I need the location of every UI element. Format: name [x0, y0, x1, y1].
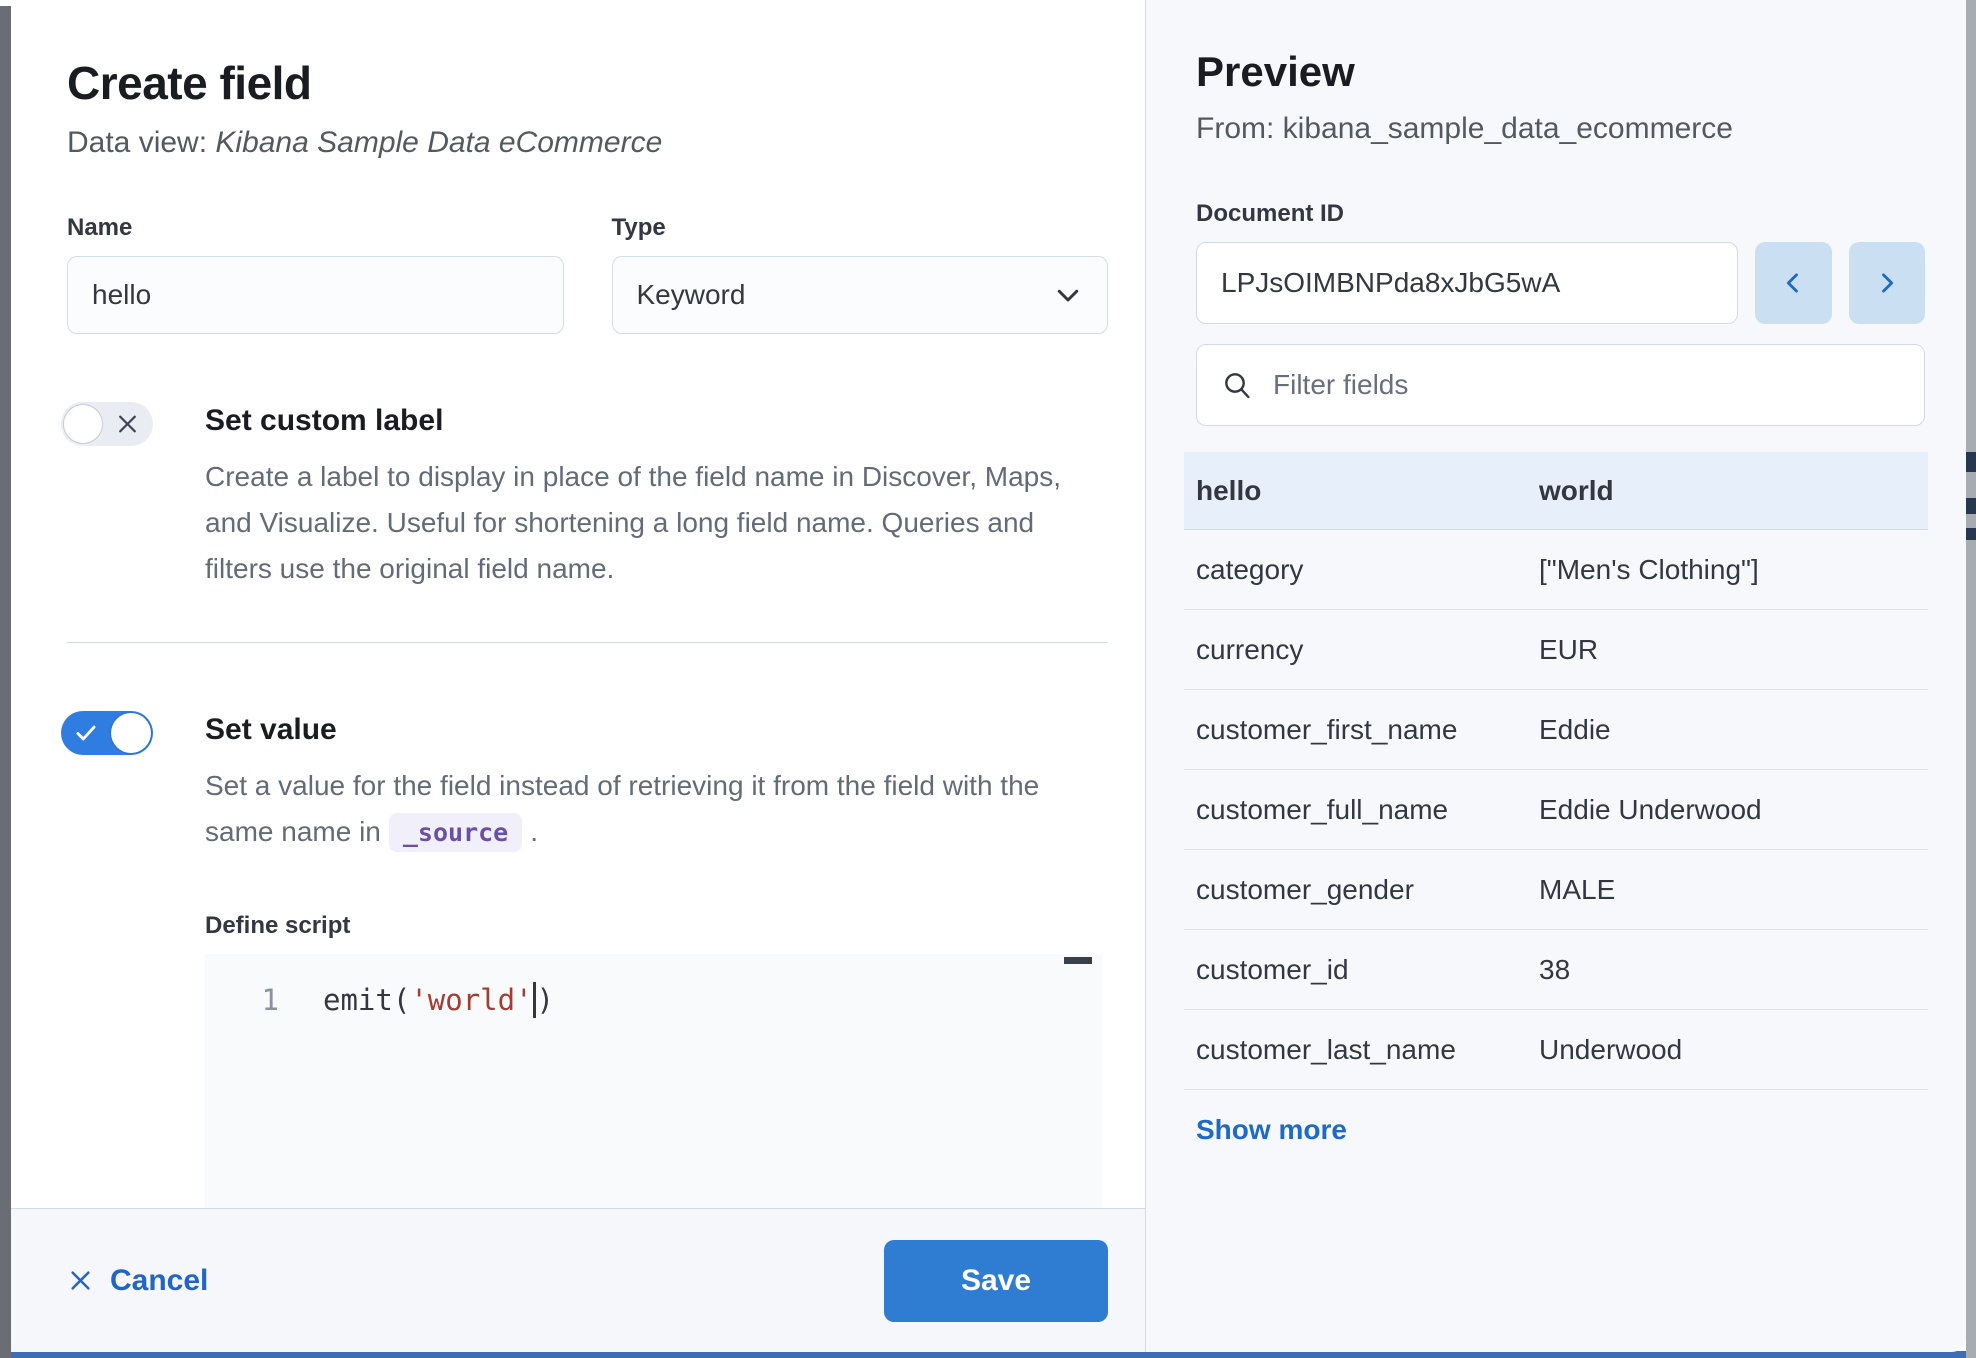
field-name: customer_last_name — [1196, 1033, 1456, 1065]
field-value: 38 — [1539, 953, 1571, 985]
field-value: ["Men's Clothing"] — [1539, 553, 1759, 585]
page-title: Create field — [67, 57, 312, 109]
field-name: customer_full_name — [1196, 793, 1449, 825]
create-field-flyout: Create field Data view: Kibana Sample Da… — [11, 0, 1145, 1352]
custom-label-title: Set custom label — [205, 404, 444, 437]
type-select[interactable]: Keyword — [611, 256, 1108, 334]
page-behind-bottom-edge — [11, 1351, 1976, 1358]
script-code-editor[interactable]: 1 emit('world') — [205, 954, 1102, 1254]
define-script-label: Define script — [205, 912, 351, 939]
data-view-label: Data view: — [67, 126, 216, 159]
code-line: 1 emit('world') — [205, 978, 1102, 1022]
toggle-knob — [111, 713, 151, 753]
table-row: category ["Men's Clothing"] — [1184, 530, 1928, 610]
table-row: customer_first_name Eddie — [1184, 690, 1928, 770]
set-value-description-end: . — [530, 816, 539, 847]
table-row: customer_last_name Underwood — [1184, 1010, 1928, 1090]
code-text: emit('world') — [323, 982, 554, 1018]
set-value-toggle[interactable] — [61, 711, 153, 755]
name-field-group: Name — [67, 214, 564, 334]
table-row: currency EUR — [1184, 610, 1928, 690]
toggle-x-icon — [115, 412, 140, 437]
filter-fields-box — [1196, 344, 1925, 426]
filter-fields-input[interactable] — [1271, 368, 1924, 402]
show-more-link[interactable]: Show more — [1196, 1114, 1347, 1145]
editor-cursor-marker — [1064, 957, 1092, 964]
data-view-name: Kibana Sample Data eCommerce — [215, 126, 663, 159]
pinned-field-name: hello — [1196, 474, 1262, 506]
type-select-value: Keyword — [636, 279, 746, 310]
preview-fields-table: hello world category ["Men's Clothing"] … — [1184, 452, 1928, 1090]
field-name: category — [1196, 553, 1304, 585]
line-number: 1 — [261, 983, 279, 1017]
toggle-check-icon — [73, 720, 99, 746]
set-value-description: Set a value for the field instead of ret… — [205, 763, 1095, 856]
name-label: Name — [67, 214, 133, 241]
field-name: customer_id — [1196, 953, 1349, 985]
close-icon — [67, 1267, 94, 1294]
custom-label-toggle[interactable] — [61, 402, 153, 446]
search-icon — [1197, 369, 1271, 401]
chevron-left-icon — [1779, 269, 1807, 297]
toggle-knob — [63, 404, 103, 444]
document-id-row — [1196, 242, 1925, 324]
document-id-input[interactable] — [1196, 242, 1738, 324]
field-name: customer_gender — [1196, 873, 1414, 905]
background-content-fragment — [1966, 498, 1976, 514]
field-value: EUR — [1539, 633, 1599, 665]
field-name: customer_first_name — [1196, 713, 1458, 745]
cancel-label: Cancel — [110, 1263, 209, 1297]
table-row: customer_id 38 — [1184, 930, 1928, 1010]
page-behind-right-edge — [1966, 0, 1976, 1358]
type-label: Type — [611, 214, 666, 241]
name-input[interactable] — [67, 256, 564, 334]
string-token: 'world' — [410, 983, 533, 1017]
name-type-row: Name Type Keyword — [67, 214, 1108, 334]
set-value-description-text: Set a value for the field instead of ret… — [205, 770, 1040, 847]
field-value: MALE — [1539, 873, 1616, 905]
custom-label-description: Create a label to display in place of th… — [205, 461, 1062, 584]
section-divider — [67, 642, 1108, 643]
flyout-footer: Cancel Save — [11, 1208, 1145, 1352]
preview-panel: Preview From: kibana_sample_data_ecommer… — [1145, 0, 1966, 1352]
document-id-label: Document ID — [1196, 200, 1345, 227]
set-value-section: Set value Set a value for the field inst… — [61, 705, 1108, 1254]
pinned-field-row: hello world — [1184, 452, 1928, 530]
table-row: customer_full_name Eddie Underwood — [1184, 770, 1928, 850]
table-row: customer_gender MALE — [1184, 850, 1928, 930]
field-value: Eddie Underwood — [1539, 793, 1762, 825]
cancel-button[interactable]: Cancel — [67, 1264, 208, 1298]
preview-source-line: From: kibana_sample_data_ecommerce — [1196, 112, 1733, 145]
save-button[interactable]: Save — [884, 1239, 1108, 1322]
set-value-title: Set value — [205, 713, 337, 746]
custom-label-section: Set custom label Create a label to displ… — [61, 396, 1108, 592]
previous-document-button[interactable] — [1755, 242, 1832, 324]
chevron-right-icon — [1873, 269, 1901, 297]
field-value: Eddie — [1539, 713, 1611, 745]
background-content-fragment — [1966, 452, 1976, 472]
field-name: currency — [1196, 633, 1304, 665]
page-behind-left-edge — [0, 6, 11, 1358]
field-value: Underwood — [1539, 1033, 1683, 1065]
background-content-fragment — [1966, 528, 1976, 540]
chevron-down-icon — [1053, 280, 1083, 310]
text-cursor — [532, 982, 536, 1018]
data-view-subtitle: Data view: Kibana Sample Data eCommerce — [67, 126, 1108, 160]
pinned-field-value: world — [1539, 474, 1614, 506]
type-field-group: Type Keyword — [611, 214, 1108, 334]
next-document-button[interactable] — [1848, 242, 1925, 324]
source-code-badge: _source — [388, 813, 523, 852]
preview-title: Preview — [1196, 48, 1355, 95]
